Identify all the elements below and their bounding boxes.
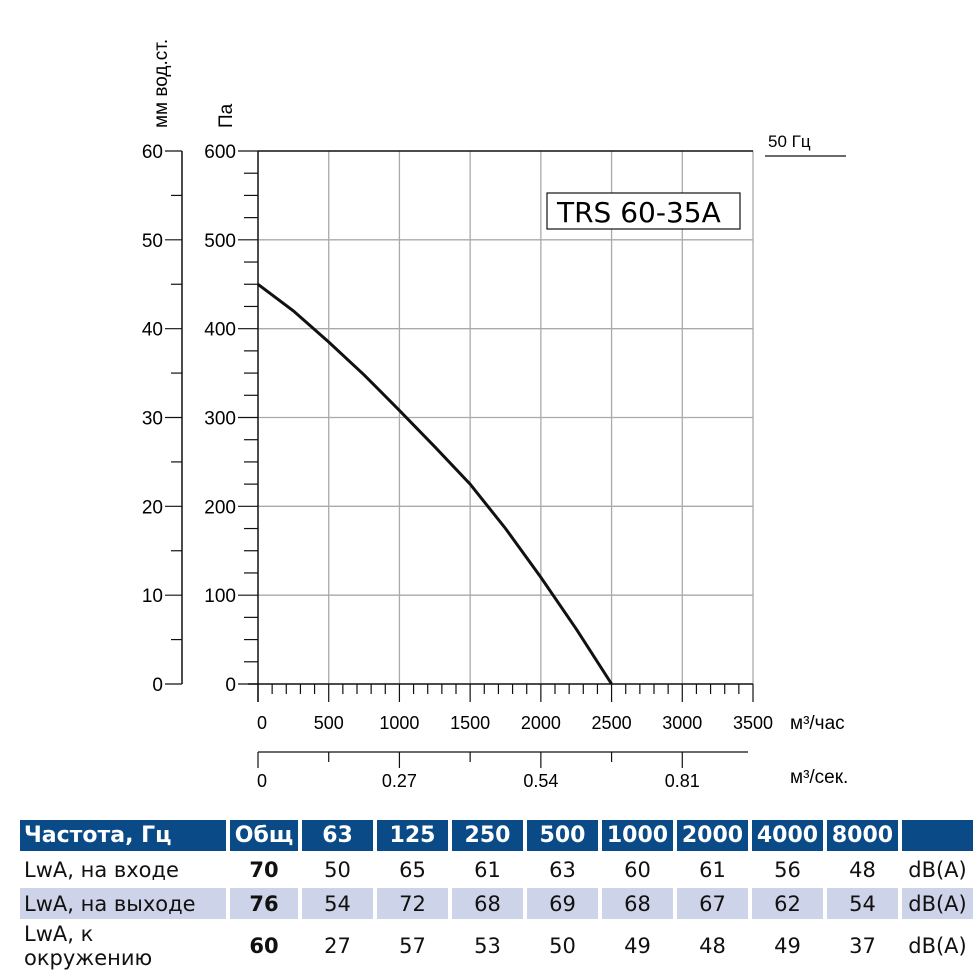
band-value: 68 [602,888,673,919]
axes [165,150,754,768]
band-value: 50 [324,857,351,882]
x-axis-label: м³/час [790,713,845,734]
header-cell [902,820,973,851]
total-value: 70 [249,857,279,882]
frequency-label: 50 Гц [768,132,811,151]
header-cell: 63 [302,820,373,851]
table-header-row: Частота, Гц Общ 63 125 250 500 1000 2000 4000 800… [20,820,973,851]
band-value: 37 [849,934,876,958]
table-row: LwA, к окружению 60 27 57 53 50 49 48 49 37 dB(A) [20,922,973,970]
y2-tick-label: 30 [142,409,163,430]
band-value: 49 [624,934,651,958]
band-value: 67 [677,888,748,919]
band-value: 48 [699,934,726,958]
band-value: 61 [699,857,726,882]
y2-tick-label: 20 [142,497,163,518]
grid [258,151,754,684]
x2-tick-label: 0.27 [382,771,417,791]
band-value: 60 [624,857,651,882]
total-value: 60 [249,934,279,958]
header-cell: 500 [527,820,598,851]
y2-axis-label: мм вод.ст. [151,39,172,128]
band-value: 54 [302,888,373,919]
total-value: 76 [230,888,298,919]
y2-tick-label: 50 [142,231,163,252]
fan-curve-line [257,283,613,685]
band-value: 53 [474,934,501,958]
header-cell: Общ [230,820,298,851]
band-value: 68 [452,888,523,919]
x-tick-label: 2000 [521,713,561,733]
band-value: 49 [774,934,801,958]
x-tick-label: 500 [314,713,344,733]
unit-label: dB(A) [908,934,967,958]
band-value: 56 [774,857,801,882]
band-value: 50 [549,934,576,958]
x-tick-label: 3000 [662,713,702,733]
y-tick-label: 100 [204,586,236,607]
band-value: 61 [474,857,501,882]
band-value: 69 [527,888,598,919]
x-tick-label: 0 [257,713,267,733]
y2-tick-label: 40 [142,320,163,341]
x2-tick-label: 0.54 [523,771,558,791]
header-cell: 2000 [677,820,748,851]
band-value: 72 [377,888,448,919]
header-cell: Частота, Гц [20,820,226,851]
band-value: 54 [827,888,898,919]
header-cell: 4000 [752,820,823,851]
y-tick-label: 200 [204,497,236,518]
header-cell: 8000 [827,820,898,851]
band-value: 62 [752,888,823,919]
y-tick-label: 400 [204,320,236,341]
x-tick-label: 2500 [592,713,632,733]
y-tick-label: 300 [204,409,236,430]
row-label: LwA, к окружению [24,922,153,970]
y-axis-label: Па [216,103,237,128]
header-cell: 250 [452,820,523,851]
x-tick-label: 1000 [379,713,419,733]
unit-label: dB(A) [902,888,973,919]
row-label: LwA, на входе [24,857,179,882]
band-value: 57 [399,934,426,958]
header-cell: 1000 [602,820,673,851]
band-value: 63 [549,857,576,882]
chart-title: TRS 60-35A [556,196,721,229]
band-value: 65 [399,857,426,882]
row-label: LwA, на выходе [20,888,226,919]
x-tick-label: 3500 [733,713,773,733]
y2-tick-label: 0 [152,675,163,696]
header-cell: 125 [377,820,448,851]
model-box [546,192,741,230]
sound-power-table: Частота, Гц Общ 63 125 250 500 1000 2000 4000 800… [16,817,977,973]
band-value: 27 [324,934,351,958]
y-tick-label: 500 [204,231,236,252]
table-row: LwA, на выходе 76 54 72 68 69 68 67 62 54 dB(A) [20,888,973,919]
table-row: LwA, на входе 70 50 65 61 63 60 61 56 48 dB(A) [20,854,973,885]
unit-label: dB(A) [908,857,967,882]
x2-tick-label: 0.81 [665,771,700,791]
y2-tick-label: 60 [142,142,163,163]
x2-axis-label: м³/сек. [790,767,848,788]
y-tick-label: 600 [204,142,236,163]
x2-tick-label: 0 [257,771,267,791]
y-tick-label: 0 [225,675,236,696]
band-value: 48 [849,857,876,882]
x-tick-label: 1500 [450,713,490,733]
y2-tick-label: 10 [142,586,163,607]
